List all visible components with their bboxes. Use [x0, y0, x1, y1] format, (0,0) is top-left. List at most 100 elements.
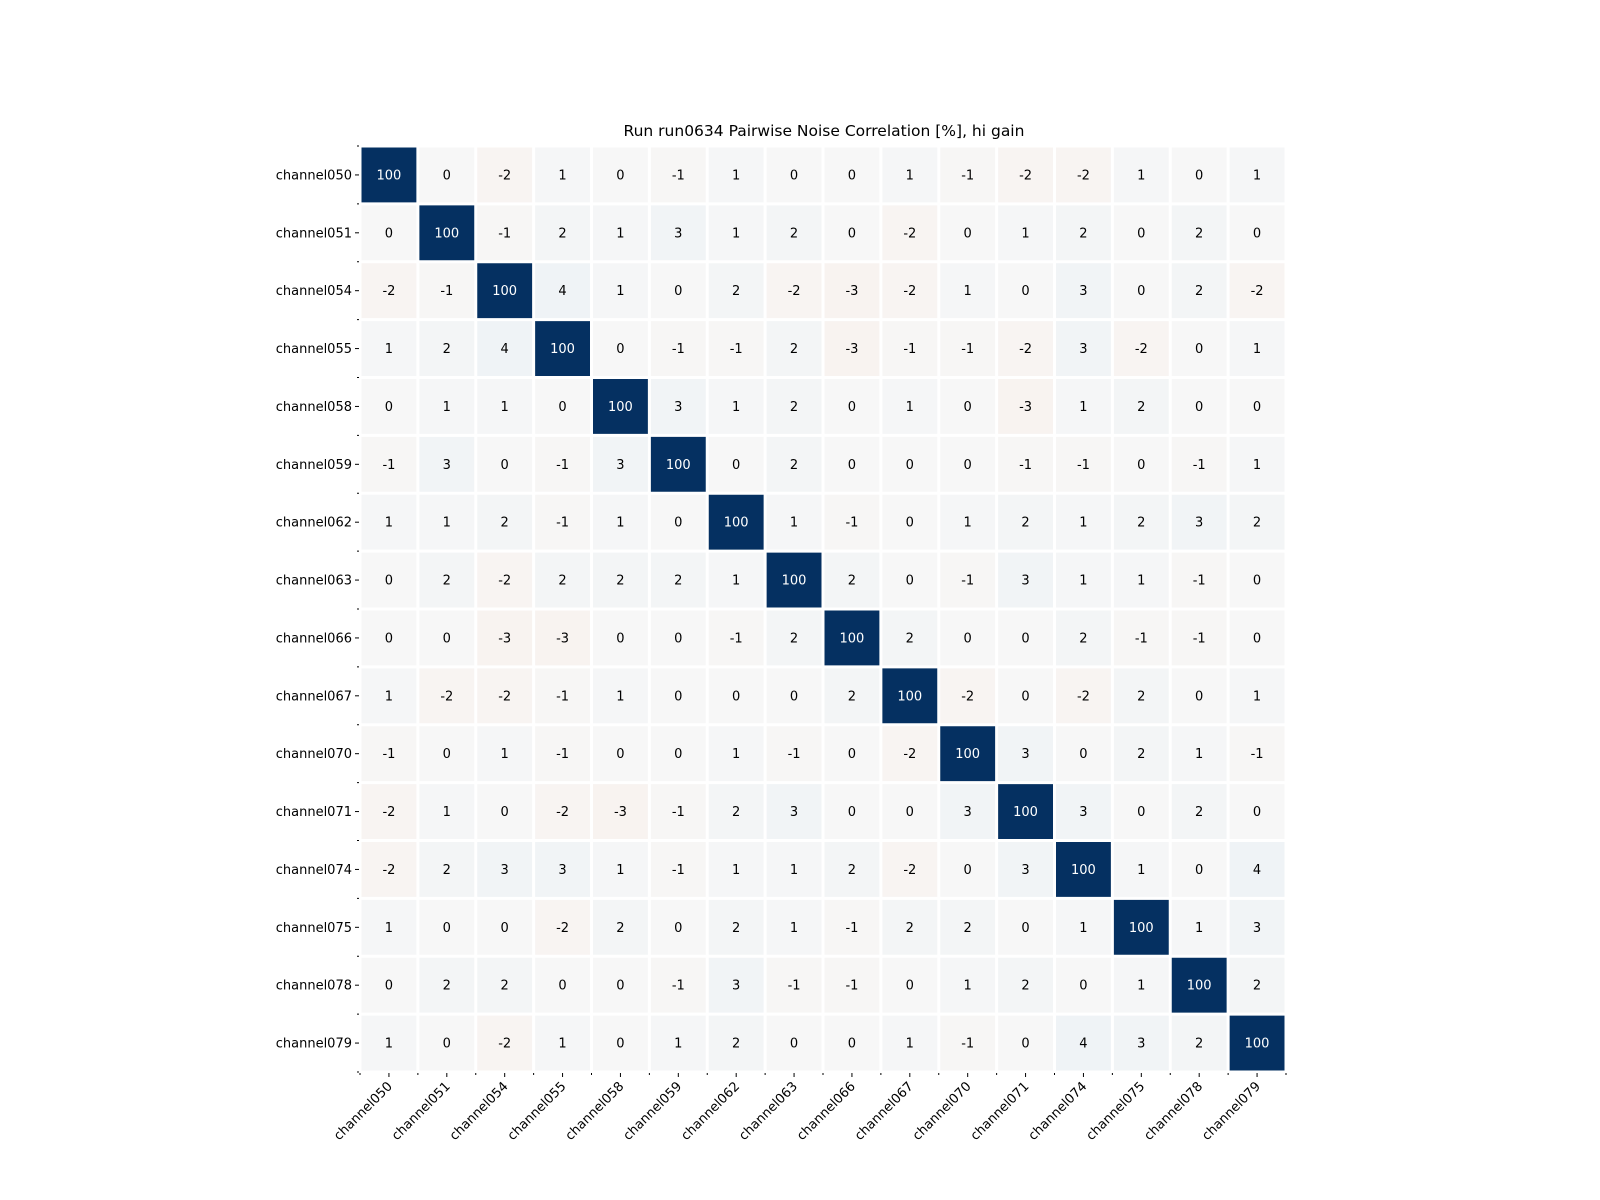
heatmap-cell — [940, 957, 996, 1013]
cell-value-label: 0 — [1021, 921, 1029, 936]
cell-value-label: 2 — [1253, 516, 1261, 531]
cell-value-label: 100 — [377, 168, 402, 183]
cell-value-label: 1 — [1137, 168, 1145, 183]
heatmap-cell — [477, 379, 533, 434]
x-tick-label: channel078 — [1141, 1079, 1206, 1144]
cell-value-label: 0 — [558, 979, 566, 994]
heatmap-cell — [361, 321, 417, 376]
heatmap-cell — [940, 263, 996, 319]
heatmap-cell — [998, 263, 1053, 319]
cell-value-label: 1 — [616, 226, 624, 241]
heatmap-cell — [477, 726, 533, 782]
heatmap-cell — [766, 263, 822, 319]
heatmap-cell — [535, 610, 590, 666]
cell-value-label: 0 — [501, 805, 509, 820]
cell-value-label: -2 — [1077, 168, 1090, 183]
cell-value-label: 1 — [558, 1037, 566, 1052]
heatmap-cell — [361, 1015, 417, 1071]
cell-value-label: -1 — [498, 226, 511, 241]
cell-value-label: 0 — [443, 631, 451, 646]
heatmap-cell — [419, 842, 475, 897]
heatmap-cell — [824, 147, 880, 203]
heatmap-cell — [1229, 899, 1285, 955]
heatmap-cell — [419, 957, 475, 1013]
heatmap-cell — [419, 321, 475, 376]
cell-value-label: 2 — [906, 921, 914, 936]
cell-value-label: 2 — [790, 631, 798, 646]
heatmap-cell — [361, 610, 417, 666]
heatmap-cell — [1171, 784, 1227, 839]
heatmap-cell — [419, 610, 475, 666]
cell-value-label: -1 — [672, 805, 685, 820]
heatmap-cell — [593, 147, 648, 203]
heatmap-cell — [940, 610, 996, 666]
cell-value-label: -1 — [672, 979, 685, 994]
cell-value-label: 0 — [616, 1037, 624, 1052]
heatmap-cell — [419, 263, 475, 319]
cell-value-label: 2 — [1021, 516, 1029, 531]
cell-value-label: 2 — [1137, 747, 1145, 762]
cell-value-label: 100 — [1013, 805, 1038, 820]
heatmap-cell — [1113, 321, 1169, 376]
cell-value-label: 1 — [906, 1037, 914, 1052]
cell-value-label: 100 — [492, 284, 517, 299]
cell-value-label: 1 — [558, 168, 566, 183]
x-tick-label: channel079 — [1199, 1079, 1264, 1144]
heatmap-cell — [766, 379, 822, 434]
heatmap-cell — [940, 784, 996, 839]
cell-value-label: -1 — [382, 458, 395, 473]
heatmap-cell — [708, 842, 764, 897]
heatmap-cell — [477, 436, 533, 492]
cell-value-label: 1 — [1137, 863, 1145, 878]
heatmap-cell — [361, 668, 417, 724]
cell-value-label: 0 — [616, 631, 624, 646]
heatmap-cell — [1113, 842, 1169, 897]
heatmap-cell — [708, 610, 764, 666]
cell-value-label: -2 — [1019, 342, 1032, 357]
y-tick-label: channel063 — [276, 574, 352, 589]
heatmap-cell — [824, 726, 880, 782]
heatmap-cell — [882, 784, 938, 839]
cell-value-label: 100 — [550, 342, 575, 357]
cell-value-label: 1 — [732, 863, 740, 878]
heatmap-cell — [1056, 842, 1111, 897]
heatmap-cell — [650, 494, 706, 550]
cell-value-label: -2 — [903, 747, 916, 762]
cell-value-label: 1 — [732, 747, 740, 762]
heatmap-cell — [824, 205, 880, 261]
heatmap-cell — [824, 957, 880, 1013]
cell-value-label: -1 — [961, 342, 974, 357]
cell-value-label: -3 — [845, 284, 858, 299]
cell-value-label: 2 — [558, 574, 566, 589]
heatmap-cell — [1171, 552, 1227, 608]
heatmap-cell — [477, 147, 533, 203]
heatmap-cell — [477, 552, 533, 608]
heatmap-cell — [361, 842, 417, 897]
cell-value-label: 0 — [790, 168, 798, 183]
x-tick-label: channel071 — [968, 1079, 1033, 1144]
cell-value-label: 3 — [558, 863, 566, 878]
heatmap-cell — [477, 899, 533, 955]
cell-value-label: -1 — [845, 979, 858, 994]
cell-value-label: 1 — [443, 400, 451, 415]
cell-value-label: 0 — [558, 400, 566, 415]
heatmap-cell — [708, 379, 764, 434]
heatmap-cell — [1229, 205, 1285, 261]
cell-value-label: 0 — [385, 979, 393, 994]
cell-value-label: 0 — [1195, 400, 1203, 415]
cell-value-label: -1 — [556, 747, 569, 762]
heatmap-cell — [1056, 494, 1111, 550]
heatmap-cell — [1229, 957, 1285, 1013]
x-tick-label: channel066 — [794, 1079, 859, 1144]
heatmap-cell — [998, 147, 1053, 203]
cell-value-label: -2 — [1019, 168, 1032, 183]
cell-value-label: 2 — [1137, 689, 1145, 704]
heatmap-cell — [1113, 957, 1169, 1013]
cell-value-label: 0 — [848, 805, 856, 820]
y-tick-label: channel059 — [276, 458, 352, 473]
cell-value-label: 3 — [1253, 921, 1261, 936]
heatmap-cell — [708, 494, 764, 550]
heatmap-cell — [1171, 957, 1227, 1013]
x-tick-label: channel062 — [678, 1079, 743, 1144]
cell-value-label: 0 — [1195, 689, 1203, 704]
